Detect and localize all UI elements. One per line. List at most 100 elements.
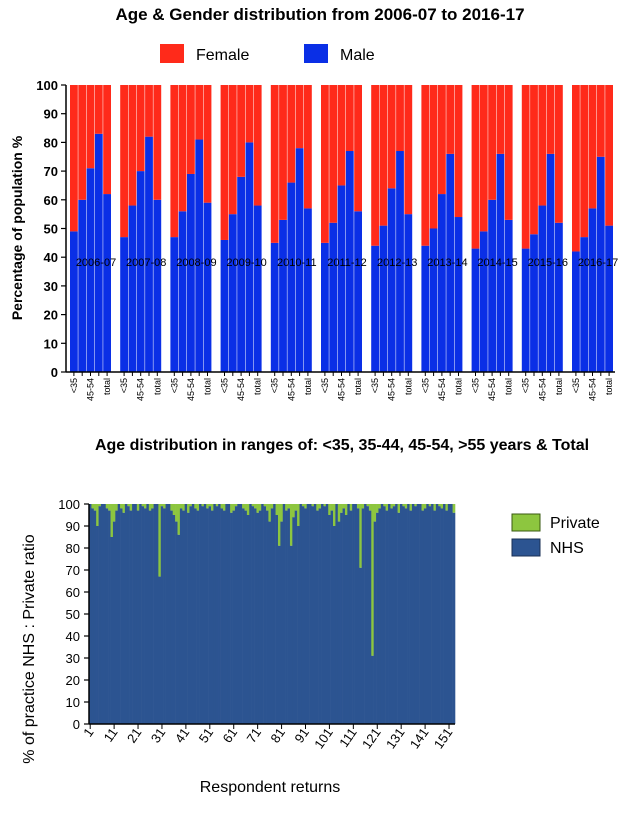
bar-nhs-39 [179,508,183,724]
bar-private-133 [404,504,408,509]
bar-private-32 [163,504,166,509]
bar-nhs-42 [187,512,190,724]
x-tick-label: 131 [383,725,408,751]
bar-female-2015-16-35-44 [530,85,538,235]
bar-private-137 [414,504,418,507]
bar-female-2015-16->55 [546,85,555,154]
bar-nhs-20 [134,504,138,724]
bar-private-26 [148,504,152,511]
bar-nhs-90 [301,506,305,724]
x-tick-label: 45-54 [236,378,246,401]
bar-male-2009-10-35-44 [228,214,237,372]
group-label-2016-17: 2016-17 [578,257,618,269]
bar-nhs-143 [428,506,432,724]
bar-female-2009-10-35-44 [228,85,237,215]
bar-nhs-27 [151,508,154,724]
bar-male-2007-08->55 [145,136,153,372]
y-tick-label: 20 [44,308,58,323]
bar-nhs-80 [277,545,281,724]
bar-female-2010-11-35-44 [279,85,287,220]
bar-male-2013-14->55 [446,153,455,372]
bar-nhs-110 [349,510,353,724]
bar-private-74 [263,504,267,507]
bar-nhs-16 [124,504,128,724]
bar-private-10 [110,504,114,537]
bar-private-50 [206,504,209,509]
bar-female-2006-07-35-44 [78,85,87,200]
bar-private-72 [258,504,262,511]
nhs-private-chart: Age distribution in ranges of: <35, 35-4… [21,437,600,796]
bar-nhs-31 [160,506,164,724]
bar-female-2008-09->55 [195,85,204,140]
legend-male-label: Male [340,47,375,64]
bar-private-65 [242,504,245,509]
y-tick-label: 90 [44,107,58,122]
bar-male-2015-16-total [555,222,563,372]
chart1-x-ticks: <35 45-54 total <35 45-54 total <35 45-54 total <… [69,372,614,401]
bar-private-94 [311,504,315,507]
bar-nhs-68 [249,504,252,724]
bar-nhs-83 [285,510,288,724]
bar-nhs-45 [194,508,197,724]
bar-nhs-79 [275,515,279,724]
bar-nhs-62 [234,506,238,724]
bar-male-2011-12->55 [345,151,354,372]
bar-female-2014-15-total [504,85,513,220]
bar-nhs-97 [318,508,322,724]
bar-nhs-119 [371,655,374,724]
bar-private-15 [122,504,126,513]
bar-nhs-95 [313,504,317,724]
bar-nhs-59 [227,504,231,724]
bar-nhs-18 [129,510,133,724]
x-tick-label: 141 [407,725,432,751]
bar-private-153 [452,504,456,513]
bar-private-108 [344,504,348,515]
chart2-bars [89,504,456,724]
x-tick-label: 45-54 [487,378,497,401]
bar-nhs-1 [89,504,92,724]
bar-nhs-89 [299,504,303,724]
bar-male-2009-10-<35 [220,239,229,372]
y-tick-label: 80 [44,135,58,150]
bar-male-2006-07-45-54 [86,168,95,372]
bar-nhs-76 [268,521,272,724]
bar-private-51 [208,504,212,507]
bar-private-102 [330,504,334,511]
bar-nhs-2 [91,508,95,724]
bar-nhs-96 [316,510,319,724]
bar-nhs-148 [440,508,444,724]
bar-female-2011-12-35-44 [329,85,338,223]
bar-nhs-13 [117,504,121,724]
bar-private-121 [376,504,379,513]
bar-nhs-75 [266,510,269,724]
bar-private-76 [268,504,272,522]
bar-private-77 [270,504,274,509]
bar-female-2011-12->55 [345,85,354,152]
bar-nhs-123 [380,504,384,724]
bar-male-2012-13->55 [396,151,404,372]
bar-male-2008-09->55 [195,139,204,372]
chart1-title: Age & Gender distribution from 2006-07 t… [115,5,524,24]
bar-nhs-150 [445,510,449,724]
bar-nhs-99 [323,506,327,724]
bar-private-147 [438,504,441,507]
bar-nhs-77 [270,508,274,724]
bar-nhs-137 [414,506,418,724]
bar-private-2 [91,504,95,509]
y-tick-label: 60 [44,193,58,208]
legend-female-swatch [160,44,184,63]
bar-nhs-94 [311,506,315,724]
bar-private-3 [93,504,97,511]
bar-nhs-130 [397,512,401,724]
bar-nhs-82 [282,504,286,724]
bar-female-2010-11-<35 [270,85,279,243]
bar-female-2008-09-35-44 [178,85,187,212]
chart1-legend: Female Male [160,44,375,64]
bar-nhs-142 [426,504,429,724]
bar-nhs-139 [419,504,422,724]
bar-male-2009-10-45-54 [237,176,245,372]
bar-private-18 [129,504,133,511]
bar-nhs-3 [93,510,97,724]
chart1-y-ticks: 0 10 20 30 40 50 60 70 80 90 100 [36,78,66,380]
bar-nhs-43 [189,506,193,724]
